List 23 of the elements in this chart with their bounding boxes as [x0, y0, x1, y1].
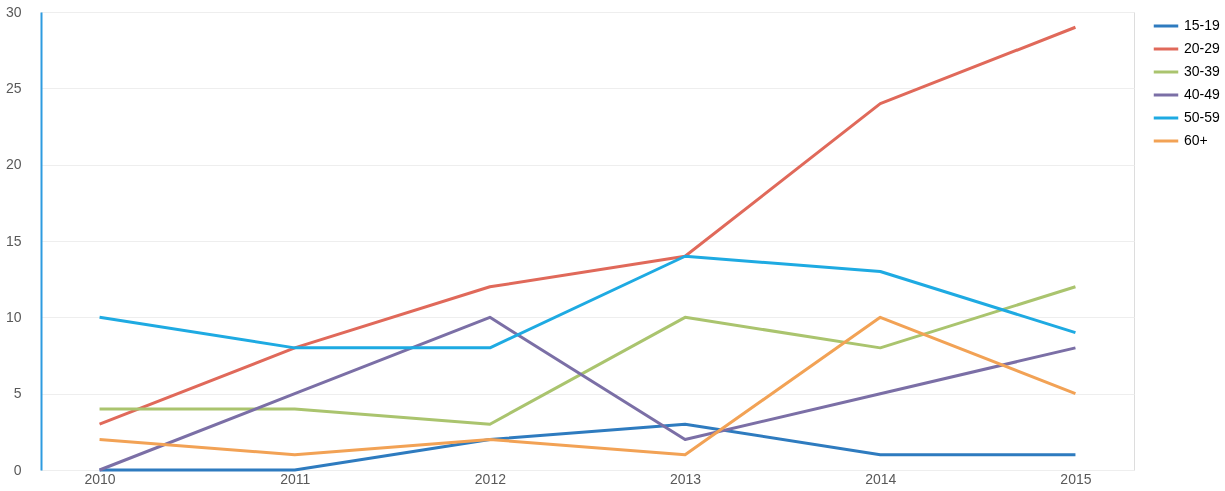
legend-label: 50-59: [1184, 109, 1221, 125]
x-tick-label: 2014: [865, 470, 897, 487]
legend-label: 40-49: [1184, 86, 1221, 102]
x-tick-label: 2012: [474, 470, 507, 487]
line-series: [98, 285, 1077, 426]
x-tick-label: 2013: [670, 470, 702, 487]
y-tick-label: 0: [13, 461, 22, 478]
x-tick-label: 2011: [280, 470, 311, 487]
x-tick-label: 2010: [84, 470, 116, 487]
y-tick-label: 25: [5, 79, 22, 96]
legend-label: 30-39: [1184, 63, 1221, 79]
line-series: [98, 25, 1077, 426]
legend-label: 60+: [1184, 132, 1208, 148]
y-tick-label: 30: [5, 3, 22, 20]
y-tick-label: 20: [5, 156, 22, 173]
y-tick-label: 5: [13, 385, 22, 402]
y-tick-label: 10: [5, 308, 22, 325]
legend-label: 15-19: [1184, 17, 1221, 33]
x-tick-label: 2015: [1060, 470, 1092, 487]
y-tick-label: 15: [5, 232, 22, 249]
legend-label: 20-29: [1184, 40, 1221, 56]
line-series: [98, 254, 1077, 350]
line-series: [98, 422, 1077, 472]
